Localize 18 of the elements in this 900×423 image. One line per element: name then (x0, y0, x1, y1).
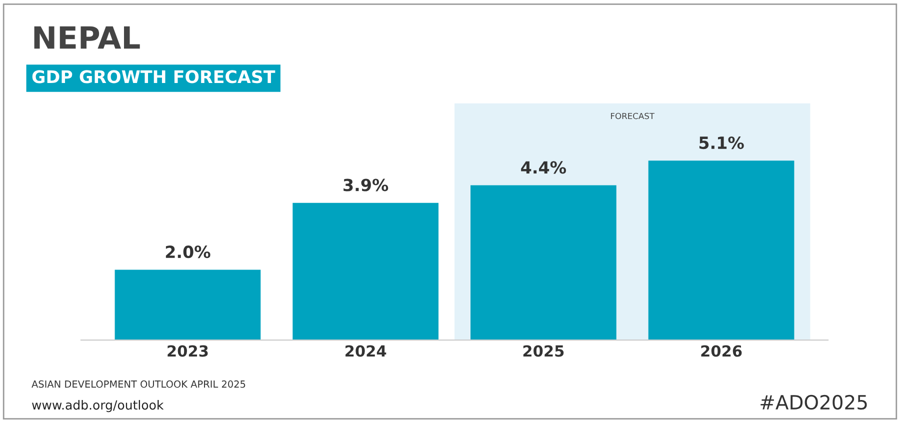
bar (470, 185, 616, 340)
data-label: 2.0% (166, 246, 210, 258)
bar (292, 202, 438, 340)
data-label: 3.9% (344, 178, 388, 192)
data-label: 4.4% (521, 161, 566, 174)
x-tick-label: 2024 (346, 345, 386, 357)
x-tick-label: 2026 (701, 345, 742, 357)
x-tick-label: 2025 (523, 345, 564, 357)
bar (648, 160, 794, 340)
bar (114, 270, 261, 340)
data-label: 5.1% (699, 136, 744, 150)
band-label: FORECAST (611, 112, 655, 120)
chart-title: NEPAL (34, 26, 140, 49)
text: ASIAN DEVELOPMENT OUTLOOK APRIL 2025 (32, 380, 246, 388)
x-tick-label: 2023 (168, 345, 208, 357)
text: www.adb.org/outlook (32, 400, 164, 412)
chart-subtitle: GDP GROWTH FORECAST (32, 70, 276, 84)
text: #ADO2025 (760, 394, 867, 410)
